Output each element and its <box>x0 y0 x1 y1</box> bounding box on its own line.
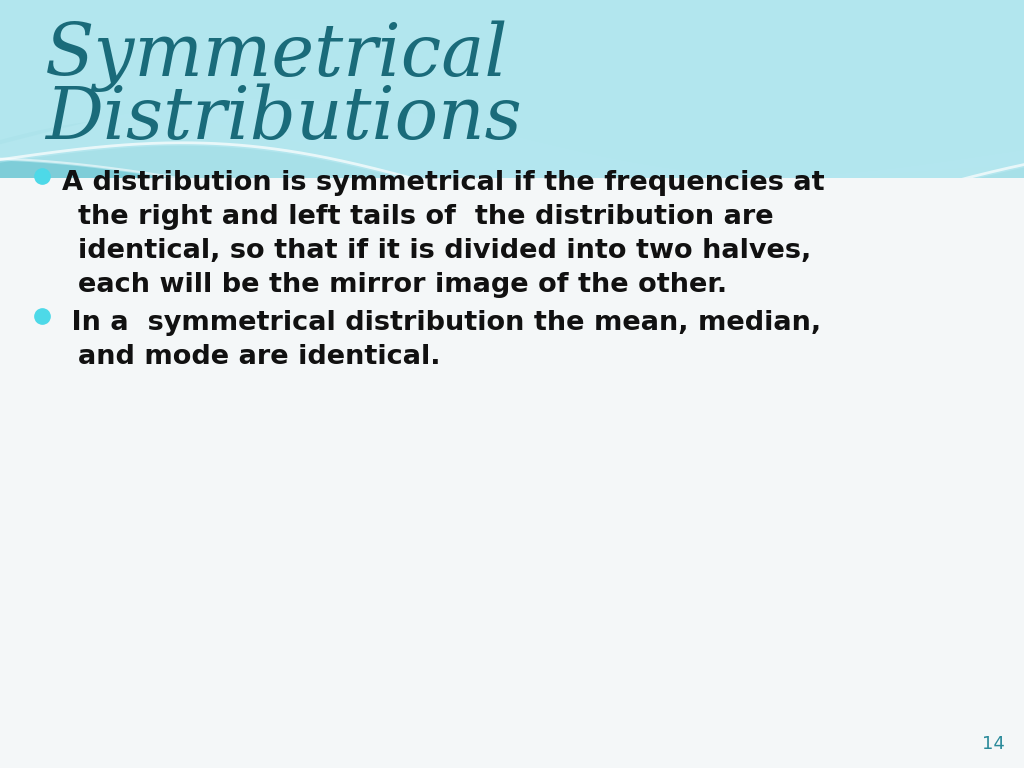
Polygon shape <box>0 0 1024 188</box>
Polygon shape <box>0 0 1024 233</box>
Polygon shape <box>0 0 1024 217</box>
Text: each will be the mirror image of the other.: each will be the mirror image of the oth… <box>78 272 727 298</box>
Polygon shape <box>0 0 1024 176</box>
Text: Symmetrical: Symmetrical <box>45 20 509 91</box>
Text: Distributions: Distributions <box>45 83 522 154</box>
Text: 14: 14 <box>982 735 1005 753</box>
Text: the right and left tails of  the distribution are: the right and left tails of the distribu… <box>78 204 773 230</box>
Polygon shape <box>0 178 1024 768</box>
Polygon shape <box>0 0 1024 205</box>
Text: In a  symmetrical distribution the mean, median,: In a symmetrical distribution the mean, … <box>62 310 821 336</box>
Text: identical, so that if it is divided into two halves,: identical, so that if it is divided into… <box>78 238 811 264</box>
Text: and mode are identical.: and mode are identical. <box>78 344 440 370</box>
Text: A distribution is symmetrical if the frequencies at: A distribution is symmetrical if the fre… <box>62 170 824 196</box>
